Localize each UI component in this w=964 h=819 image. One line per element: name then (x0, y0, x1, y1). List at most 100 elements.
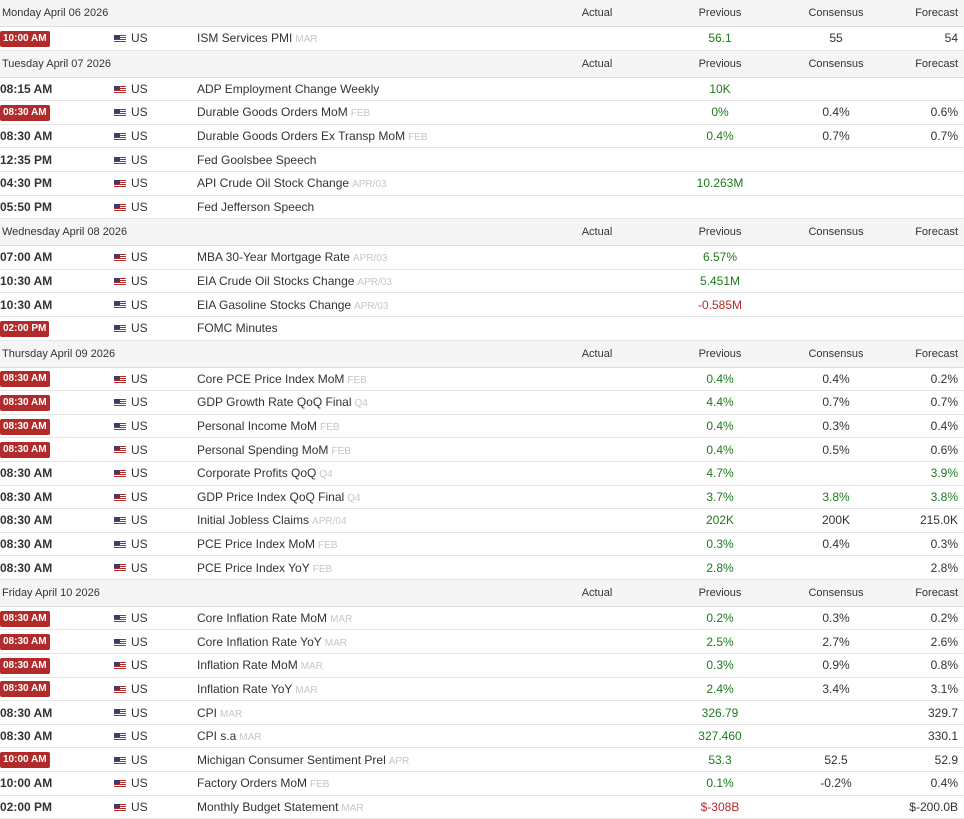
event-name-link[interactable]: Monthly Budget Statement (197, 799, 339, 814)
event-row[interactable]: 08:30 AM US Initial Jobless Claims APR/04 20… (0, 508, 964, 533)
event-name-link[interactable]: Fed Jefferson Speech (197, 199, 315, 214)
col-header-actual: Actual (532, 340, 662, 368)
event-row[interactable]: 08:30 AM US CPI s.a MAR 327.460 330.1 (0, 724, 964, 749)
event-name-link[interactable]: Factory Orders MoM (197, 776, 308, 791)
event-name-cell[interactable]: Factory Orders MoM FEB (197, 771, 532, 796)
event-name-cell[interactable]: Durable Goods Orders Ex Transp MoM FEB (197, 124, 532, 149)
event-actual (532, 26, 662, 51)
event-name-link[interactable]: Inflation Rate YoY (197, 681, 293, 696)
event-row[interactable]: 05:50 PM US Fed Jefferson Speech (0, 195, 964, 220)
event-name-cell[interactable]: Core Inflation Rate YoY MAR (197, 629, 532, 655)
event-forecast (894, 269, 964, 294)
event-name-cell[interactable]: PCE Price Index YoY FEB (197, 555, 532, 580)
event-name-cell[interactable]: Fed Goolsbee Speech (197, 147, 532, 172)
event-name-link[interactable]: ISM Services PMI (197, 31, 293, 46)
col-header-previous: Previous (662, 340, 778, 368)
event-name-cell[interactable]: FOMC Minutes (197, 316, 532, 341)
event-name-cell[interactable]: MBA 30-Year Mortgage Rate APR/03 (197, 245, 532, 270)
event-row[interactable]: 08:30 AM US GDP Price Index QoQ Final Q4 3.7… (0, 485, 964, 510)
event-name-link[interactable]: Personal Spending MoM (197, 442, 329, 457)
event-time: 08:30 AM (0, 489, 53, 504)
event-row[interactable]: 08:30 AM US CPI MAR 326.79 329.7 (0, 700, 964, 725)
us-flag-icon (114, 132, 126, 141)
event-name-cell[interactable]: Monthly Budget Statement MAR (197, 795, 532, 819)
event-row[interactable]: 12:35 PM US Fed Goolsbee Speech (0, 147, 964, 172)
event-row[interactable]: 02:00 PM US FOMC Minutes (0, 316, 964, 341)
event-name-link[interactable]: GDP Price Index QoQ Final (197, 489, 345, 504)
event-row[interactable]: 08:30 AM US PCE Price Index YoY FEB 2.8% 2.8% (0, 555, 964, 580)
event-row[interactable]: 08:30 AM US Core Inflation Rate MoM MAR 0.2%… (0, 606, 964, 631)
event-name-link[interactable]: API Crude Oil Stock Change (197, 176, 350, 191)
event-row[interactable]: 07:00 AM US MBA 30-Year Mortgage Rate APR/0… (0, 245, 964, 270)
event-name-link[interactable]: Personal Income MoM (197, 419, 318, 434)
event-name-cell[interactable]: ISM Services PMI MAR (197, 26, 532, 51)
event-name-link[interactable]: Inflation Rate MoM (197, 658, 298, 673)
event-name-link[interactable]: EIA Gasoline Stocks Change (197, 297, 352, 312)
event-name-cell[interactable]: Michigan Consumer Sentiment Prel APR (197, 747, 532, 773)
event-name-link[interactable]: Durable Goods Orders Ex Transp MoM (197, 129, 406, 144)
event-name-cell[interactable]: CPI MAR (197, 700, 532, 725)
event-name-link[interactable]: GDP Growth Rate QoQ Final (197, 395, 352, 410)
event-name-cell[interactable]: API Crude Oil Stock Change APR/03 (197, 171, 532, 196)
event-row[interactable]: 08:30 AM US Core PCE Price Index MoM FEB 0.4… (0, 367, 964, 392)
event-name-cell[interactable]: Core PCE Price Index MoM FEB (197, 367, 532, 392)
event-name-cell[interactable]: Fed Jefferson Speech (197, 195, 532, 220)
event-name-cell[interactable]: PCE Price Index MoM FEB (197, 532, 532, 557)
event-name-cell[interactable]: Personal Spending MoM FEB (197, 437, 532, 462)
event-row[interactable]: 08:30 AM US Inflation Rate MoM MAR 0.3% 0.9% 0… (0, 653, 964, 678)
event-name-link[interactable]: Core Inflation Rate MoM (197, 611, 328, 626)
event-previous: 202K (662, 508, 778, 533)
event-row[interactable]: 08:30 AM US Core Inflation Rate YoY MAR 2.5%… (0, 629, 964, 655)
event-row[interactable]: 08:30 AM US Personal Income MoM FEB 0.4% 0.3%… (0, 414, 964, 439)
event-row[interactable]: 10:30 AM US EIA Gasoline Stocks Change APR/… (0, 292, 964, 317)
event-name-link[interactable]: Fed Goolsbee Speech (197, 152, 317, 167)
event-name-cell[interactable]: GDP Growth Rate QoQ Final Q4 (197, 390, 532, 415)
event-name-link[interactable]: ADP Employment Change Weekly (197, 81, 380, 96)
day-date: Wednesday April 08 2026 (0, 218, 532, 247)
event-name-link[interactable]: Core Inflation Rate YoY (197, 634, 322, 649)
event-name-cell[interactable]: Initial Jobless Claims APR/04 (197, 508, 532, 533)
event-name-link[interactable]: CPI s.a (197, 729, 237, 744)
event-name-link[interactable]: Corporate Profits QoQ (197, 466, 317, 481)
event-name-cell[interactable]: GDP Price Index QoQ Final Q4 (197, 485, 532, 510)
event-name-link[interactable]: Michigan Consumer Sentiment Prel (197, 752, 386, 767)
event-name-link[interactable]: CPI (197, 705, 218, 720)
event-name-cell[interactable]: Inflation Rate MoM MAR (197, 653, 532, 678)
event-name-cell[interactable]: Inflation Rate YoY MAR (197, 677, 532, 702)
event-name-link[interactable]: PCE Price Index YoY (197, 560, 310, 575)
event-consensus: 0.3% (778, 414, 894, 439)
event-row[interactable]: 08:30 AM US Inflation Rate YoY MAR 2.4% 3.4% 3… (0, 677, 964, 702)
event-row[interactable]: 10:00 AM US Factory Orders MoM FEB 0.1% -0.2%… (0, 771, 964, 796)
event-name-link[interactable]: FOMC Minutes (197, 321, 278, 336)
event-country: US (131, 799, 148, 814)
event-row[interactable]: 08:30 AM US Durable Goods Orders Ex Transp… (0, 124, 964, 149)
event-name-cell[interactable]: EIA Gasoline Stocks Change APR/03 (197, 292, 532, 317)
event-name-cell[interactable]: Personal Income MoM FEB (197, 414, 532, 439)
event-row[interactable]: 08:30 AM US GDP Growth Rate QoQ Final Q4 4.4… (0, 390, 964, 415)
event-name-link[interactable]: Durable Goods Orders MoM (197, 105, 348, 120)
event-row[interactable]: 04:30 PM US API Crude Oil Stock Change APR/… (0, 171, 964, 196)
event-name-cell[interactable]: CPI s.a MAR (197, 724, 532, 749)
event-previous: 6.57% (662, 245, 778, 270)
event-consensus (778, 269, 894, 294)
event-row[interactable]: 08:30 AM US PCE Price Index MoM FEB 0.3% 0.4%… (0, 532, 964, 557)
event-row[interactable]: 10:00 AM US ISM Services PMI MAR 56.1 55 54 (0, 26, 964, 51)
event-name-link[interactable]: Initial Jobless Claims (197, 513, 310, 528)
event-country-cell: US (114, 606, 197, 631)
event-name-cell[interactable]: Durable Goods Orders MoM FEB (197, 100, 532, 125)
event-row[interactable]: 08:30 AM US Corporate Profits QoQ Q4 4.7% 3.9… (0, 461, 964, 486)
event-name-cell[interactable]: Core Inflation Rate MoM MAR (197, 606, 532, 631)
event-row[interactable]: 02:00 PM US Monthly Budget Statement MAR $-3… (0, 795, 964, 819)
event-row[interactable]: 08:30 AM US Personal Spending MoM FEB 0.4% 0.… (0, 437, 964, 462)
event-row[interactable]: 08:15 AM US ADP Employment Change Weekly 10… (0, 77, 964, 102)
event-name-link[interactable]: MBA 30-Year Mortgage Rate (197, 250, 350, 265)
event-name-link[interactable]: Core PCE Price Index MoM (197, 371, 345, 386)
event-name-link[interactable]: EIA Crude Oil Stocks Change (197, 274, 355, 289)
event-name-cell[interactable]: EIA Crude Oil Stocks Change APR/03 (197, 269, 532, 294)
event-name-cell[interactable]: ADP Employment Change Weekly (197, 77, 532, 102)
event-name-link[interactable]: PCE Price Index MoM (197, 536, 316, 551)
event-row[interactable]: 10:00 AM US Michigan Consumer Sentiment Pr… (0, 747, 964, 773)
event-name-cell[interactable]: Corporate Profits QoQ Q4 (197, 461, 532, 486)
event-row[interactable]: 10:30 AM US EIA Crude Oil Stocks Change APR… (0, 269, 964, 294)
event-row[interactable]: 08:30 AM US Durable Goods Orders MoM FEB 0% 0… (0, 100, 964, 125)
